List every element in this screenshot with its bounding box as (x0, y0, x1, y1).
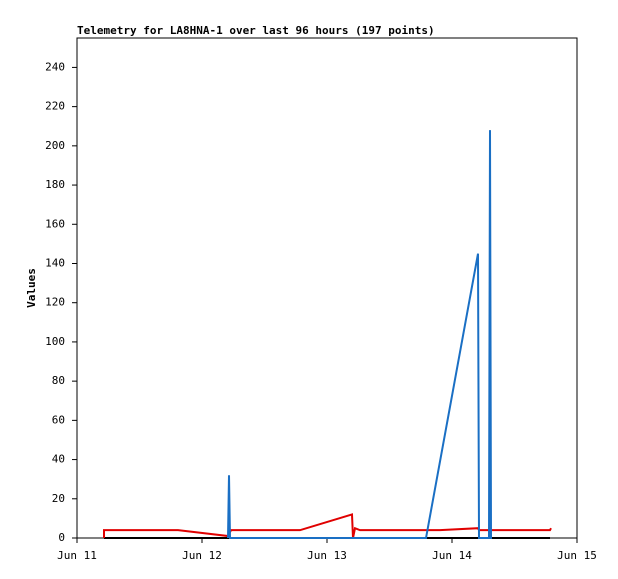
y-axis-label: Values (25, 268, 38, 308)
y-tick-label: 240 (45, 60, 65, 73)
x-tick-label: Jun 14 (432, 549, 472, 562)
x-tick-label: Jun 11 (57, 549, 97, 562)
y-tick-label: 100 (45, 335, 65, 348)
x-tick-label: Jun 15 (557, 549, 597, 562)
y-tick-label: 80 (52, 374, 65, 387)
y-tick-label: 40 (52, 453, 65, 466)
y-tick-label: 0 (58, 531, 65, 544)
y-tick-label: 200 (45, 139, 65, 152)
y-tick-label: 220 (45, 100, 65, 113)
x-tick-label: Jun 13 (307, 549, 347, 562)
y-tick-label: 120 (45, 296, 65, 309)
y-tick-label: 160 (45, 217, 65, 230)
y-tick-label: 180 (45, 178, 65, 191)
y-tick-label: 140 (45, 256, 65, 269)
x-tick-label: Jun 12 (182, 549, 222, 562)
y-tick-label: 20 (52, 492, 65, 505)
chart-title: Telemetry for LA8HNA-1 over last 96 hour… (77, 24, 435, 37)
series-line (227, 130, 492, 539)
y-tick-label: 60 (52, 413, 65, 426)
